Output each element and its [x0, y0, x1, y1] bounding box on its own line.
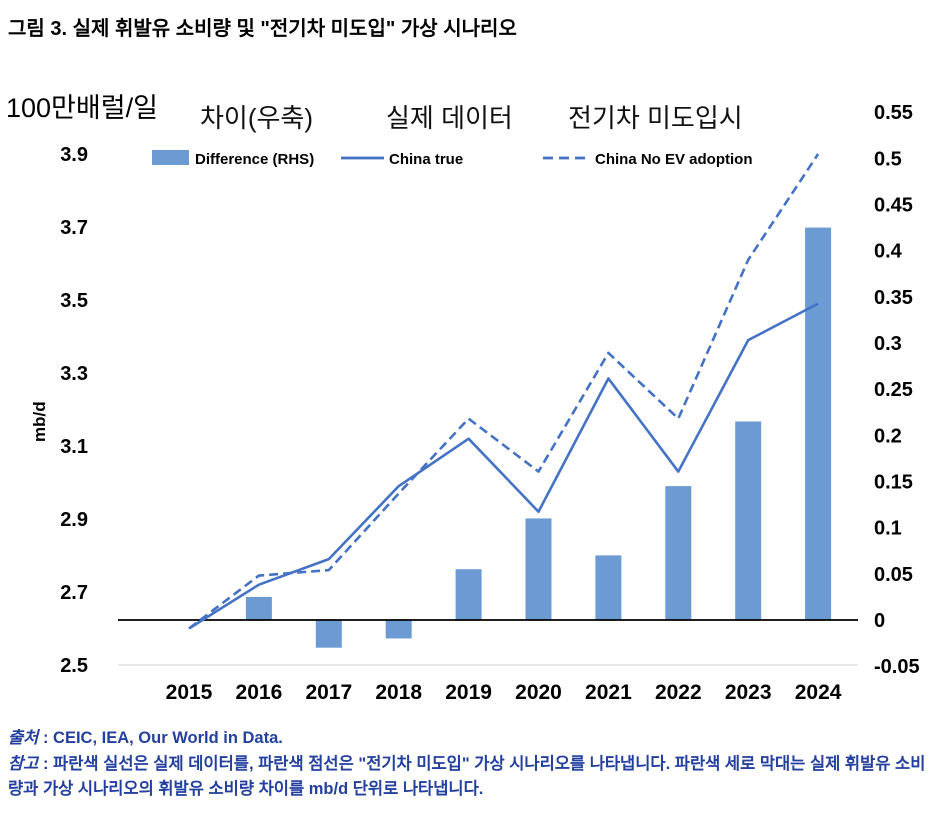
- x-axis-label-2019: 2019: [445, 681, 492, 704]
- legend-solid-line-label: China true: [389, 151, 463, 168]
- left-axis-tick-2: 3.5: [60, 290, 88, 312]
- source-line: 출처 : CEIC, IEA, Our World in Data.: [8, 726, 932, 752]
- source-label: 출처: [8, 729, 39, 747]
- left-axis-tick-1: 3.7: [60, 217, 88, 239]
- bar-2018: [385, 620, 412, 639]
- note-line: 참고 : 파란색 실선은 실제 데이터를, 파란색 점선은 "전기차 미도입" …: [8, 752, 932, 803]
- bar-2023: [735, 421, 762, 620]
- bar-2021: [595, 555, 622, 620]
- right-axis-tick-5: 0.3: [874, 333, 902, 355]
- x-axis-label-2020: 2020: [515, 681, 562, 704]
- left-axis-tick-0: 3.9: [60, 144, 88, 166]
- left-axis-unit-label: 100만배럴/일: [6, 93, 158, 123]
- x-axis-label-2024: 2024: [795, 681, 842, 704]
- left-axis-tick-5: 2.9: [60, 509, 88, 531]
- footer-notes: 출처 : CEIC, IEA, Our World in Data. 참고 : …: [8, 726, 932, 803]
- korean-legend-difference: 차이(우축): [200, 103, 313, 133]
- right-axis-tick-8: 0.15: [874, 472, 913, 494]
- left-axis-tick-7: 2.5: [60, 655, 88, 677]
- right-axis-tick-3: 0.4: [874, 241, 903, 263]
- right-axis-tick-7: 0.2: [874, 425, 902, 447]
- x-axis-label-2017: 2017: [305, 681, 352, 704]
- x-axis-label-2015: 2015: [166, 681, 213, 704]
- x-axis-label-2021: 2021: [585, 681, 632, 704]
- chart-canvas: 3.9 3.7 3.5 3.3 3.1 2.9 2.7 2.5 0.55 0.5 0.45 0.4 0.…: [60, 102, 920, 704]
- note-label: 참고: [8, 754, 39, 773]
- x-axis-label-2023: 2023: [725, 681, 772, 704]
- right-axis-tick-9: 0.1: [874, 518, 902, 540]
- left-axis-tick-6: 2.7: [60, 582, 88, 604]
- left-axis-tick-3: 3.3: [60, 363, 88, 385]
- line-china-no-ev-adoption: [188, 153, 820, 630]
- bar-2022: [665, 486, 692, 620]
- right-axis-tick-11: 0: [874, 610, 885, 632]
- x-axis-label-2022: 2022: [655, 681, 702, 704]
- bar-2020: [525, 518, 552, 620]
- right-axis-tick-10: 0.05: [874, 564, 913, 586]
- bar-2019: [455, 569, 482, 620]
- korean-legend-no-ev: 전기차 미도입시: [568, 103, 743, 133]
- x-axis-label-2016: 2016: [236, 681, 283, 704]
- figure-title: 그림 3. 실제 휘발유 소비량 및 "전기차 미도입" 가상 시나리오: [8, 18, 517, 40]
- note-text: : 파란색 실선은 실제 데이터를, 파란색 점선은 "전기차 미도입" 가상 …: [8, 754, 926, 799]
- legend-dashed-line-label: China No EV adoption: [595, 151, 753, 168]
- line-china-true: [188, 302, 819, 630]
- legend-bar-swatch: [152, 150, 189, 165]
- legend-bar-label: Difference (RHS): [195, 151, 314, 168]
- right-axis-tick-1: 0.5: [874, 148, 902, 170]
- right-axis-tick-4: 0.35: [874, 287, 913, 309]
- right-axis-tick-6: 0.25: [874, 379, 913, 401]
- bar-2024: [805, 227, 832, 620]
- korean-legend-actual: 실제 데이터: [386, 103, 513, 133]
- right-axis-tick-12: -0.05: [874, 656, 920, 678]
- source-text: : CEIC, IEA, Our World in Data.: [38, 729, 283, 747]
- bar-2017: [315, 620, 342, 648]
- x-axis-label-2018: 2018: [375, 681, 422, 704]
- left-axis-tick-4: 3.1: [60, 436, 88, 458]
- bar-2016: [245, 596, 272, 620]
- right-axis-tick-2: 0.45: [874, 195, 913, 217]
- right-axis-tick-0: 0.55: [874, 102, 913, 124]
